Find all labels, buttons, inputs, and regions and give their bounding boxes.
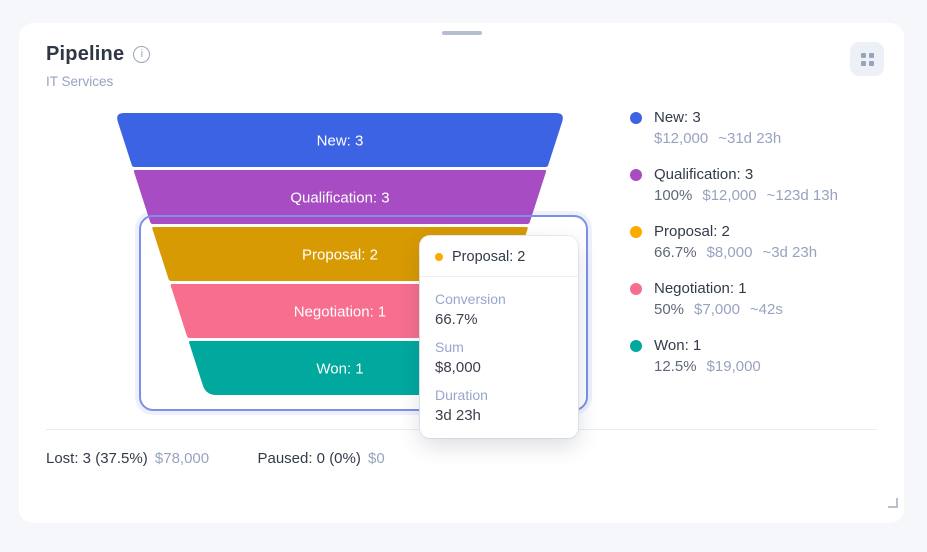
legend-stage-label: Negotiation: 1: [654, 280, 747, 297]
legend-stage-stats: 12.5% $19,000: [654, 358, 771, 375]
funnel-stage-label: New: 3: [317, 133, 364, 150]
tooltip-row-label: Sum: [435, 339, 464, 355]
funnel-stage-new[interactable]: [117, 113, 563, 167]
legend-stage-stats: $12,000 ~31d 23h: [654, 130, 791, 147]
legend-stage-stats: 50% $7,000 ~42s: [654, 301, 793, 318]
widget-menu-button[interactable]: [850, 42, 884, 76]
funnel-stage-qualification[interactable]: [133, 170, 547, 224]
legend-conversion: 12.5%: [654, 358, 697, 375]
tooltip-row-label: Duration: [435, 387, 488, 403]
legend-item-new[interactable]: New: 3 $12,000 ~31d 23h: [630, 109, 791, 147]
tooltip-row-value: 3d 23h: [435, 407, 481, 424]
tooltip-row-value: 66.7%: [435, 311, 478, 328]
legend-dot: [630, 169, 642, 181]
funnel-name-subtitle: IT Services: [46, 74, 114, 89]
funnel-stage-label: Qualification: 3: [290, 190, 389, 207]
grid-icon: [860, 52, 874, 66]
legend-dot: [630, 340, 642, 352]
legend-dot: [630, 283, 642, 295]
paused-total-label: Paused: 0 (0%): [257, 450, 361, 467]
legend-stage-label: New: 3: [654, 109, 701, 126]
legend-duration: ~123d 13h: [766, 187, 838, 204]
funnel-stage-label: Won: 1: [316, 361, 363, 378]
legend-item-proposal[interactable]: Proposal: 2 66.7% $8,000 ~3d 23h: [630, 223, 827, 261]
legend-dot: [630, 226, 642, 238]
legend-sum: $7,000: [694, 301, 740, 318]
legend-item-negotiation[interactable]: Negotiation: 1 50% $7,000 ~42s: [630, 280, 793, 318]
footer-totals: Lost: 3 (37.5%) $78,000 Paused: 0 (0%) $…: [46, 450, 385, 467]
legend-stage-label: Proposal: 2: [654, 223, 730, 240]
tooltip-body: Conversion 66.7% Sum $8,000 Duration 3d 23h: [420, 277, 578, 438]
legend-sum: $12,000: [654, 130, 709, 147]
legend-conversion: 100%: [654, 187, 693, 204]
funnel-stage-label: Proposal: 2: [302, 247, 378, 264]
legend-conversion: 50%: [654, 301, 685, 318]
funnel-legend: New: 3 $12,000 ~31d 23h Qualification: 3 100…: [630, 109, 910, 409]
legend-item-won[interactable]: Won: 1 12.5% $19,000: [630, 337, 771, 375]
funnel-stage-label: Negotiation: 1: [294, 304, 387, 321]
pipeline-widget-card: Pipeline i IT Services New: 3 Qualificati…: [19, 23, 904, 523]
tooltip-row-label: Conversion: [435, 291, 506, 307]
legend-duration: ~42s: [749, 301, 783, 318]
legend-dot: [630, 112, 642, 124]
legend-sum: $12,000: [702, 187, 757, 204]
legend-sum: $19,000: [706, 358, 761, 375]
drag-handle[interactable]: [442, 31, 482, 35]
legend-sum: $8,000: [706, 244, 753, 261]
legend-stage-stats: 66.7% $8,000 ~3d 23h: [654, 244, 827, 261]
lost-total-value[interactable]: $78,000: [154, 450, 210, 467]
legend-conversion: 66.7%: [654, 244, 697, 261]
lost-total-label: Lost: 3 (37.5%): [46, 450, 148, 467]
resize-handle-icon[interactable]: [888, 498, 898, 508]
tooltip-stage-dot: [435, 253, 443, 261]
legend-duration: ~3d 23h: [762, 244, 818, 261]
legend-duration: ~31d 23h: [718, 130, 782, 147]
tooltip-header: Proposal: 2: [420, 236, 578, 276]
page-title: Pipeline: [46, 43, 125, 65]
legend-stage-label: Won: 1: [654, 337, 702, 354]
paused-total-value[interactable]: $0: [368, 450, 385, 467]
stage-tooltip: Proposal: 2 Conversion 66.7% Sum $8,000 Dura…: [420, 236, 578, 438]
funnel-stage-won[interactable]: [189, 341, 491, 395]
tooltip-divider: [420, 276, 578, 277]
tooltip-row-value: $8,000: [435, 359, 481, 376]
widget-header: Pipeline i: [46, 43, 151, 66]
legend-stage-label: Qualification: 3: [654, 166, 754, 183]
legend-stage-stats: 100% $12,000 ~123d 13h: [654, 187, 848, 204]
tooltip-title: Proposal: 2: [452, 249, 526, 265]
info-icon[interactable]: i: [133, 46, 151, 63]
legend-item-qualification[interactable]: Qualification: 3 100% $12,000 ~123d 13h: [630, 166, 848, 204]
